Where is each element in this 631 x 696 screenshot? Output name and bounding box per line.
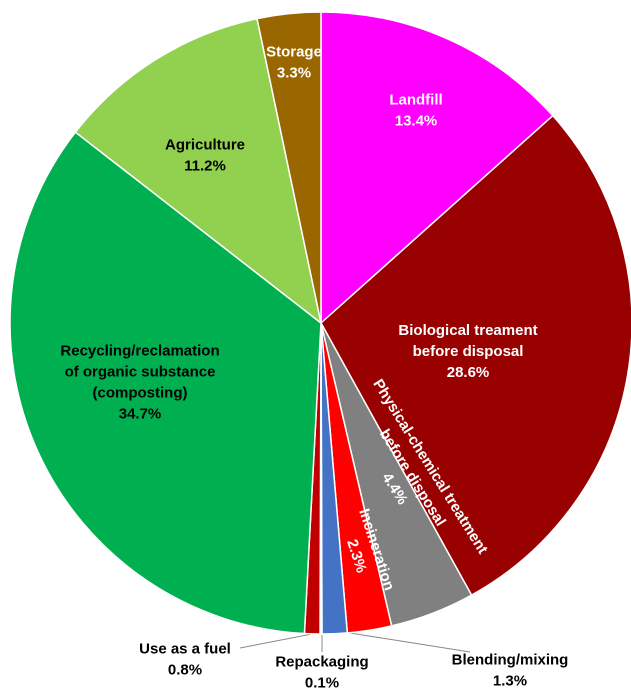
label-line: Landfill [389, 91, 442, 108]
label-line: Blending/mixing [452, 651, 569, 668]
pie-slice [320, 11, 554, 325]
slice-label: Landfill 13.4% [389, 91, 442, 129]
category-label: Repackaging [275, 653, 368, 670]
value-label: 3.3% [277, 64, 311, 81]
value-label: 13.4% [395, 112, 438, 129]
label-line: Recycling/reclamation [60, 342, 219, 359]
pie-slice [74, 17, 323, 325]
value-label: 11.2% [184, 157, 226, 174]
label-line: Agriculture [165, 136, 245, 153]
value-label: 0.8% [168, 661, 202, 678]
label-line: Repackaging [275, 653, 368, 670]
label-line: Biological treament [398, 322, 537, 339]
category-label: Landfill [389, 91, 442, 108]
slice-label: Repackaging 0.1% [275, 653, 368, 691]
category-label: Recycling/reclamation of organic substanc… [60, 342, 219, 401]
label-line: Use as a fuel [139, 640, 231, 657]
pie-slice [9, 131, 322, 635]
label-line: (composting) [93, 384, 188, 401]
value-label: 28.6% [447, 364, 490, 381]
category-label: Agriculture [165, 136, 245, 153]
value-label: 1.3% [493, 672, 527, 689]
category-label: Blending/mixing [452, 651, 569, 668]
leader-lines [239, 632, 471, 653]
leader-line [239, 633, 313, 649]
slice-label: Agriculture 11.2% [165, 136, 245, 174]
slice-label: Recycling/reclamation of organic substanc… [60, 342, 219, 422]
category-label: Use as a fuel [139, 640, 231, 657]
category-label: Storage [266, 43, 322, 60]
slice-label: Use as a fuel 0.8% [139, 640, 231, 678]
slice-label: Blending/mixing 1.3% [452, 651, 569, 689]
category-label: Biological treament before disposal [398, 322, 537, 360]
value-label: 34.7% [119, 405, 162, 422]
slice-label: Biological treament before disposal 28.6% [398, 322, 537, 381]
pie-slice [256, 11, 322, 324]
label-line: Storage [266, 43, 322, 60]
label-line: of organic substance [65, 363, 216, 380]
value-label: 0.1% [305, 674, 339, 691]
pie-slice [320, 114, 631, 597]
leader-line [349, 632, 471, 653]
slice-label: Storage 3.3% [266, 43, 322, 81]
label-line: before disposal [413, 343, 524, 360]
